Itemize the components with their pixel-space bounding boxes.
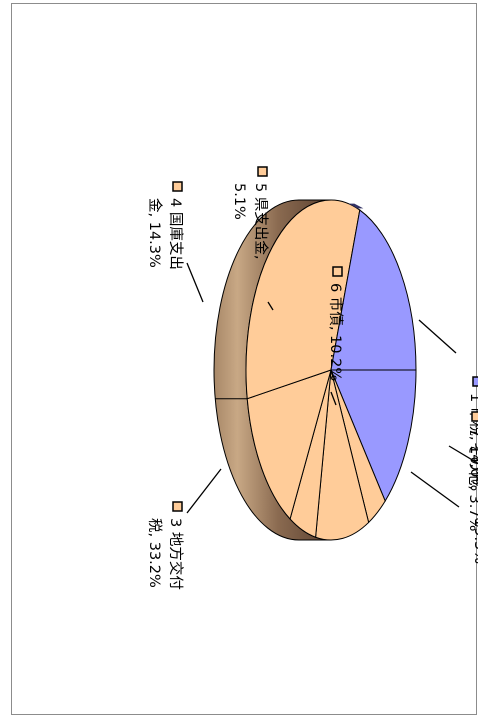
leader-line-s1 [418, 319, 457, 354]
slice-label-s2-line2: 19.5% [471, 518, 478, 564]
slice-label-s3: 3 地方交付 [167, 518, 185, 590]
leader-line-s7 [410, 471, 460, 508]
pie-slice-s1 [330, 369, 417, 503]
slice-label-s1: 1 市税, 14.0% [467, 393, 478, 491]
slice-label-s6: 6 市債, 10.2% [327, 283, 344, 381]
slice-label-s7: 7 その他, 3.7% [466, 428, 478, 531]
label-marker-s1 [472, 376, 478, 387]
leader-line-s3 [186, 468, 222, 514]
slice-label-s3-line2: 税, 33.2% [146, 518, 163, 588]
label-marker-s4 [172, 181, 183, 192]
slice-label-s5-line2: 5.1% [231, 183, 247, 220]
label-marker-s3 [172, 501, 183, 512]
slice-label-s4: 4 国庫支出 [167, 198, 184, 270]
slice-label-s4-line2: 金, 14.3% [146, 198, 163, 268]
pie-slice-s4 [246, 369, 332, 520]
label-marker-s7 [471, 411, 478, 422]
leader-line-s6 [330, 391, 337, 406]
label-marker-s6 [332, 266, 343, 277]
pie-top-sliver [348, 203, 364, 209]
pie-slice-s6 [315, 369, 370, 541]
pie-slice-s2 [330, 209, 417, 371]
pie-slice-s3 [245, 199, 361, 400]
label-marker-s5 [257, 166, 268, 177]
slice-label-s5: 5 県支出金, [252, 183, 269, 259]
leader-line-s5 [267, 301, 274, 311]
leader-line-s2 [448, 445, 478, 468]
leader-line-s4 [186, 262, 204, 303]
